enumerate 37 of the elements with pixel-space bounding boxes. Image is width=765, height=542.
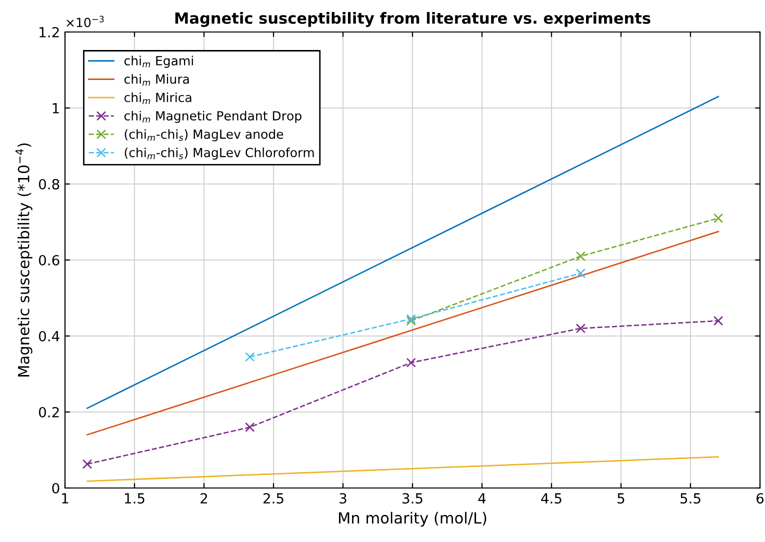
x-tick-label: 6: [756, 493, 764, 504]
legend-label: chi$_{m}$ Miura: [124, 74, 189, 86]
x-tick-label: 5: [618, 493, 624, 504]
x-tick-label: 5.5: [680, 493, 700, 504]
point: [713, 316, 724, 326]
point: [245, 422, 255, 432]
x-tick-label: 3.5: [402, 493, 422, 504]
point: [713, 213, 724, 224]
point: [576, 251, 586, 262]
y-tick-label: 1.2: [40, 26, 59, 38]
x-tick-label: 1.5: [124, 493, 144, 504]
y-tick-label: 0: [52, 482, 60, 494]
x-tick-label: 2: [200, 493, 208, 504]
y-tick-label: 1: [52, 103, 59, 114]
y-tick-label: 0.8: [38, 178, 60, 190]
point: [82, 459, 92, 469]
x-tick-label: 4: [478, 493, 486, 504]
text: ×10$^{−3}$: [66, 16, 104, 28]
legend-label: (chi$_{m}$-chi$_{s}$) MagLev Chloroform: [124, 148, 314, 160]
x-tick-label: 1: [62, 493, 68, 504]
point: [576, 324, 586, 334]
legend-label: chi$_{m}$ Mirica: [124, 92, 192, 104]
x-axis-title: Mn molarity (mol/L): [338, 512, 486, 527]
legend-label: chi$_{m}$ Egami: [124, 56, 193, 68]
y-tick-label: 0.6: [38, 254, 60, 266]
x-tick-label: 2.5: [263, 493, 284, 504]
x-tick-label: 3: [340, 493, 346, 504]
point: [576, 268, 586, 278]
legend-label: (chi$_{m}$-chi$_{s}$) MagLev anode: [124, 129, 284, 142]
x-tick-label: 4.5: [541, 493, 562, 504]
point: [245, 352, 255, 362]
y-tick-label: 0.2: [38, 406, 59, 418]
chart-title: Magnetic susceptibility from literature vs. experiments: [175, 12, 650, 27]
y-axis-title: Magnetic susceptibility (*10$^{−4}$): [16, 143, 32, 376]
y-tick-label: 0.4: [38, 330, 60, 342]
point: [406, 358, 416, 368]
legend-label: chi$_{m}$ Magnetic Pendant Drop: [124, 110, 302, 123]
